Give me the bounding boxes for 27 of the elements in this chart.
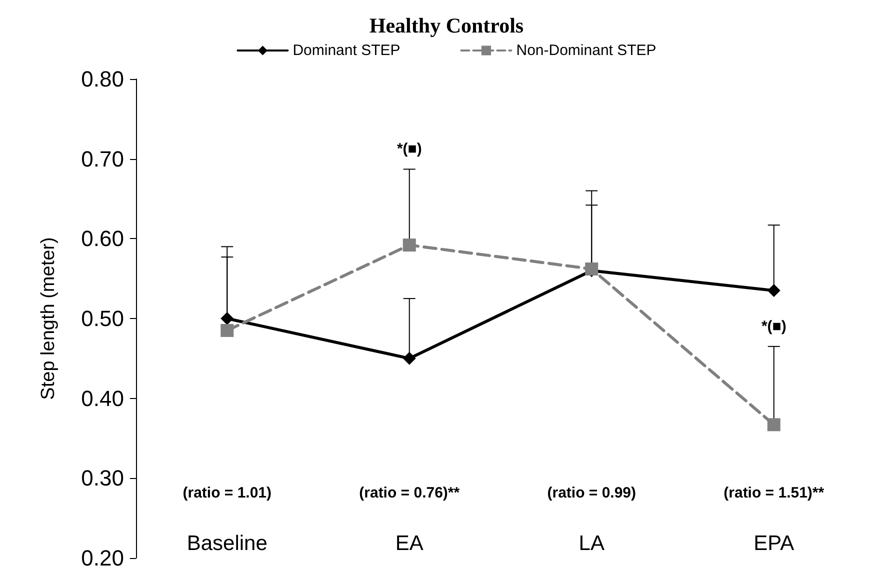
point xyxy=(220,312,234,325)
annotation: (ratio = 1.51)** xyxy=(724,484,824,502)
y-tick-label: 0.20 xyxy=(81,546,124,570)
x-tick-label: EA xyxy=(395,532,424,555)
y-tick-label: 0.70 xyxy=(81,146,124,172)
point xyxy=(767,418,780,432)
legend-label: Non-Dominant STEP xyxy=(516,42,656,59)
point xyxy=(220,324,234,337)
annotation: *(■) xyxy=(396,140,422,158)
annotation: (ratio = 1.01) xyxy=(182,484,272,502)
x-tick-label: EPA xyxy=(754,532,794,555)
point xyxy=(402,352,416,365)
y-tick-label: 0.40 xyxy=(81,386,124,411)
point xyxy=(767,284,780,298)
y-axis-title: Step length (meter) xyxy=(38,237,59,400)
annotation: (ratio = 0.99) xyxy=(547,484,636,502)
legend-label: Dominant STEP xyxy=(292,42,400,59)
y-tick-label: 0.60 xyxy=(81,226,124,252)
annotation: *(■) xyxy=(761,318,786,335)
x-tick-label: Baseline xyxy=(186,532,268,555)
x-tick-label: LA xyxy=(578,532,604,555)
y-tick-label: 0.30 xyxy=(81,466,124,491)
annotation: (ratio = 0.76)** xyxy=(359,484,460,502)
chart-title: Healthy Controls xyxy=(369,14,524,38)
y-tick-label: 0.80 xyxy=(81,66,124,92)
y-tick-label: 0.50 xyxy=(81,306,124,331)
point xyxy=(402,238,416,252)
